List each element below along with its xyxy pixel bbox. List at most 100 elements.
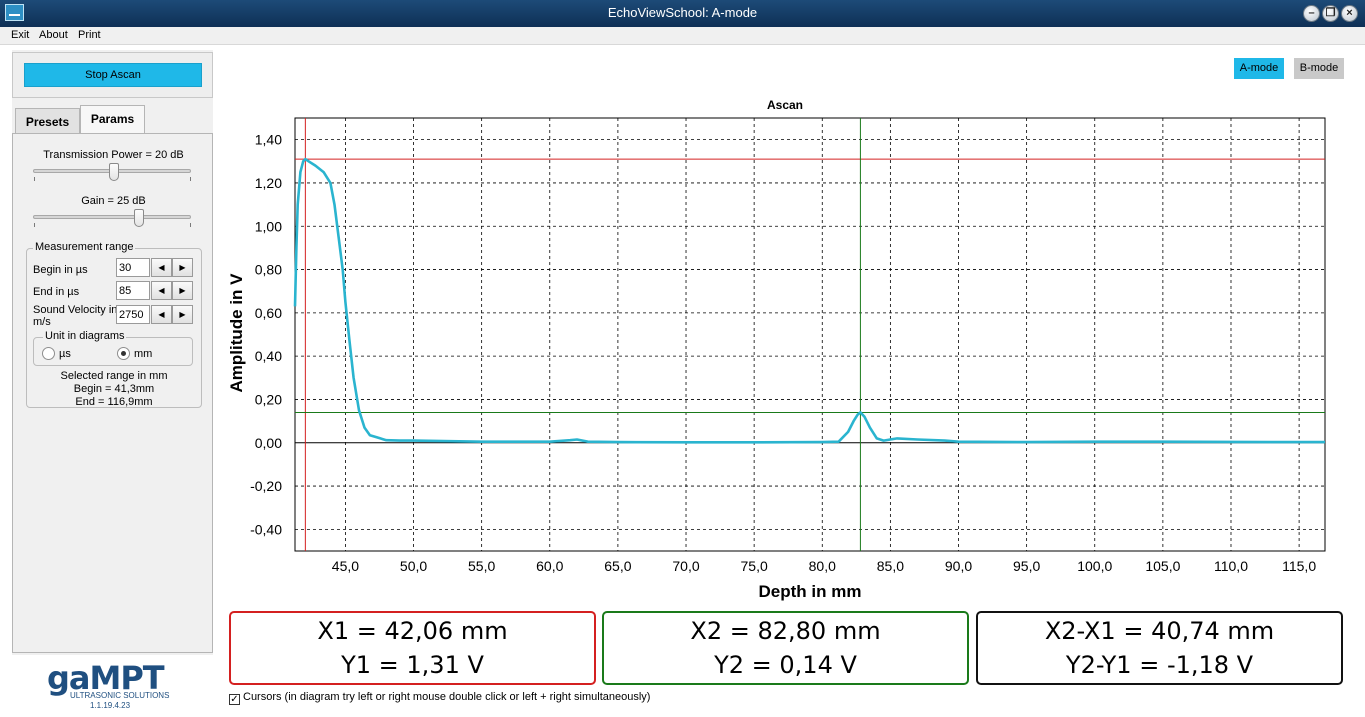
x-tick-label: 90,0 <box>945 558 972 574</box>
slider-tick <box>34 223 35 227</box>
gain-slider-thumb[interactable] <box>134 209 144 227</box>
cursors-toggle-row: ✓ Cursors (in diagram try left or right m… <box>229 691 650 705</box>
app-icon[interactable] <box>5 4 24 21</box>
begin-input[interactable] <box>116 258 150 277</box>
selected-range-begin: Begin = 41,3mm <box>73 383 155 395</box>
cursors-label: Cursors (in diagram try left or right mo… <box>243 691 651 703</box>
x-tick-label: 100,0 <box>1077 558 1112 574</box>
ascan-trace <box>293 157 1325 444</box>
logo-subtitle: ULTRASONIC SOLUTIONS <box>70 691 170 700</box>
unit-us-label: µs <box>59 348 71 360</box>
chart-grid <box>294 117 1326 552</box>
y-tick-label: 0,80 <box>255 262 282 278</box>
x-tick-label: 60,0 <box>536 558 563 574</box>
end-increment-button[interactable]: ▶ <box>172 281 193 300</box>
window-title: EchoViewSchool: A-mode <box>607 5 758 20</box>
version-label: 1.1.19.4.23 <box>90 701 131 710</box>
y-tick-label: 0,60 <box>255 305 282 321</box>
y-tick-labels: 1,40 1,20 1,00 0,80 0,60 0,40 0,20 0,00 -0,20 -0,… <box>250 132 282 538</box>
title-bar: EchoViewSchool: A-mode – ❐ × <box>0 0 1365 27</box>
x1-value: X1 = 42,06 mm <box>317 617 508 645</box>
menu-bar: Exit About Print <box>0 27 1365 45</box>
sound-velocity-increment-button[interactable]: ▶ <box>172 305 193 324</box>
y-tick-label: 0,00 <box>255 435 282 451</box>
y-tick-label: -0,40 <box>250 521 282 537</box>
begin-label: Begin in µs <box>33 264 88 276</box>
dx-value: X2-X1 = 40,74 mm <box>1044 617 1275 645</box>
gain-slider-track[interactable] <box>33 215 191 219</box>
x-tick-label: 85,0 <box>877 558 904 574</box>
x-tick-label: 75,0 <box>741 558 768 574</box>
power-label: Transmission Power = 20 dB <box>43 149 184 161</box>
unit-mm-radio[interactable] <box>117 347 130 360</box>
x-tick-label: 65,0 <box>604 558 631 574</box>
x-tick-label: 115,0 <box>1282 558 1316 574</box>
begin-decrement-button[interactable]: ◀ <box>151 258 172 277</box>
tab-params[interactable]: Params <box>80 105 145 134</box>
y-tick-label: 0,40 <box>255 348 282 364</box>
stop-ascan-button[interactable]: Stop Ascan <box>24 63 202 87</box>
begin-increment-button[interactable]: ▶ <box>172 258 193 277</box>
x-tick-label: 95,0 <box>1013 558 1040 574</box>
slider-tick <box>190 223 191 227</box>
minimize-icon[interactable]: – <box>1303 5 1320 22</box>
x-tick-label: 70,0 <box>672 558 699 574</box>
b-mode-button[interactable]: B-mode <box>1294 58 1344 79</box>
y-tick-label: 1,40 <box>255 132 282 148</box>
menu-print[interactable]: Print <box>78 29 101 41</box>
gampt-logo: gaMPT ULTRASONIC SOLUTIONS 1.1.19.4.23 <box>12 655 213 713</box>
close-icon[interactable]: × <box>1341 5 1358 22</box>
end-input[interactable] <box>116 281 150 300</box>
cursor-lines[interactable] <box>295 118 1325 551</box>
end-decrement-button[interactable]: ◀ <box>151 281 172 300</box>
y-tick-label: 0,20 <box>255 391 282 407</box>
unit-group-title: Unit in diagrams <box>43 330 127 342</box>
x-tick-label: 105,0 <box>1145 558 1180 574</box>
gain-label: Gain = 25 dB <box>81 195 146 207</box>
tab-presets[interactable]: Presets <box>15 108 80 133</box>
y2-value: Y2 = 0,14 V <box>714 651 857 679</box>
x-tick-labels: 45,0 50,0 55,0 60,0 65,0 70,0 75,0 80,0 85,0 90,0… <box>332 558 1317 574</box>
x-tick-label: 80,0 <box>809 558 836 574</box>
chart-title: Ascan <box>767 98 803 112</box>
ascan-chart[interactable]: Ascan 1,40 1,20 1,00 0,80 0,60 0,40 0,20 0,00 -0… <box>215 96 1345 604</box>
cursor2-readout: X2 = 82,80 mm Y2 = 0,14 V <box>602 611 969 685</box>
y1-value: Y1 = 1,31 V <box>341 651 484 679</box>
plot-frame <box>294 117 1326 552</box>
y-axis-label: Amplitude in V <box>227 273 246 393</box>
x2-value: X2 = 82,80 mm <box>690 617 881 645</box>
x-tick-label: 45,0 <box>332 558 359 574</box>
menu-exit[interactable]: Exit <box>11 29 30 41</box>
x-axis-label: Depth in mm <box>759 582 862 601</box>
end-label: End in µs <box>33 286 80 298</box>
restore-icon[interactable]: ❐ <box>1322 5 1339 22</box>
dy-value: Y2-Y1 = -1,18 V <box>1065 651 1254 679</box>
sound-velocity-label: Sound Velocity in m/s <box>33 304 118 328</box>
menu-about[interactable]: About <box>39 29 68 41</box>
selected-range-end: End = 116,9mm <box>75 396 153 408</box>
x-tick-label: 50,0 <box>400 558 427 574</box>
params-tab-body: Transmission Power = 20 dB Gain = 25 dB … <box>12 133 213 653</box>
cursor1-readout: X1 = 42,06 mm Y1 = 1,31 V <box>229 611 596 685</box>
logo-brand: gaMPT <box>47 659 165 697</box>
unit-mm-label: mm <box>134 348 153 360</box>
x-tick-label: 55,0 <box>468 558 495 574</box>
selected-range-title: Selected range in mm <box>60 370 168 382</box>
cursors-checkbox[interactable]: ✓ <box>229 694 240 705</box>
difference-readout: X2-X1 = 40,74 mm Y2-Y1 = -1,18 V <box>976 611 1343 685</box>
a-mode-button[interactable]: A-mode <box>1234 58 1284 79</box>
measurement-range-group: Measurement range Begin in µs ◀ ▶ End in… <box>26 241 202 408</box>
y-tick-label: 1,20 <box>255 175 282 191</box>
y-tick-label: 1,00 <box>255 218 282 234</box>
x-tick-label: 110,0 <box>1214 558 1248 574</box>
unit-us-radio[interactable] <box>42 347 55 360</box>
measurement-range-title: Measurement range <box>33 241 136 253</box>
scan-control-box: Stop Ascan <box>12 52 213 98</box>
power-slider-thumb[interactable] <box>109 163 119 181</box>
y-tick-label: -0,20 <box>250 478 282 494</box>
slider-tick <box>190 177 191 181</box>
unit-group: Unit in diagrams µs mm <box>33 330 193 366</box>
slider-tick <box>34 177 35 181</box>
sound-velocity-decrement-button[interactable]: ◀ <box>151 305 172 324</box>
sound-velocity-input[interactable] <box>116 305 150 324</box>
